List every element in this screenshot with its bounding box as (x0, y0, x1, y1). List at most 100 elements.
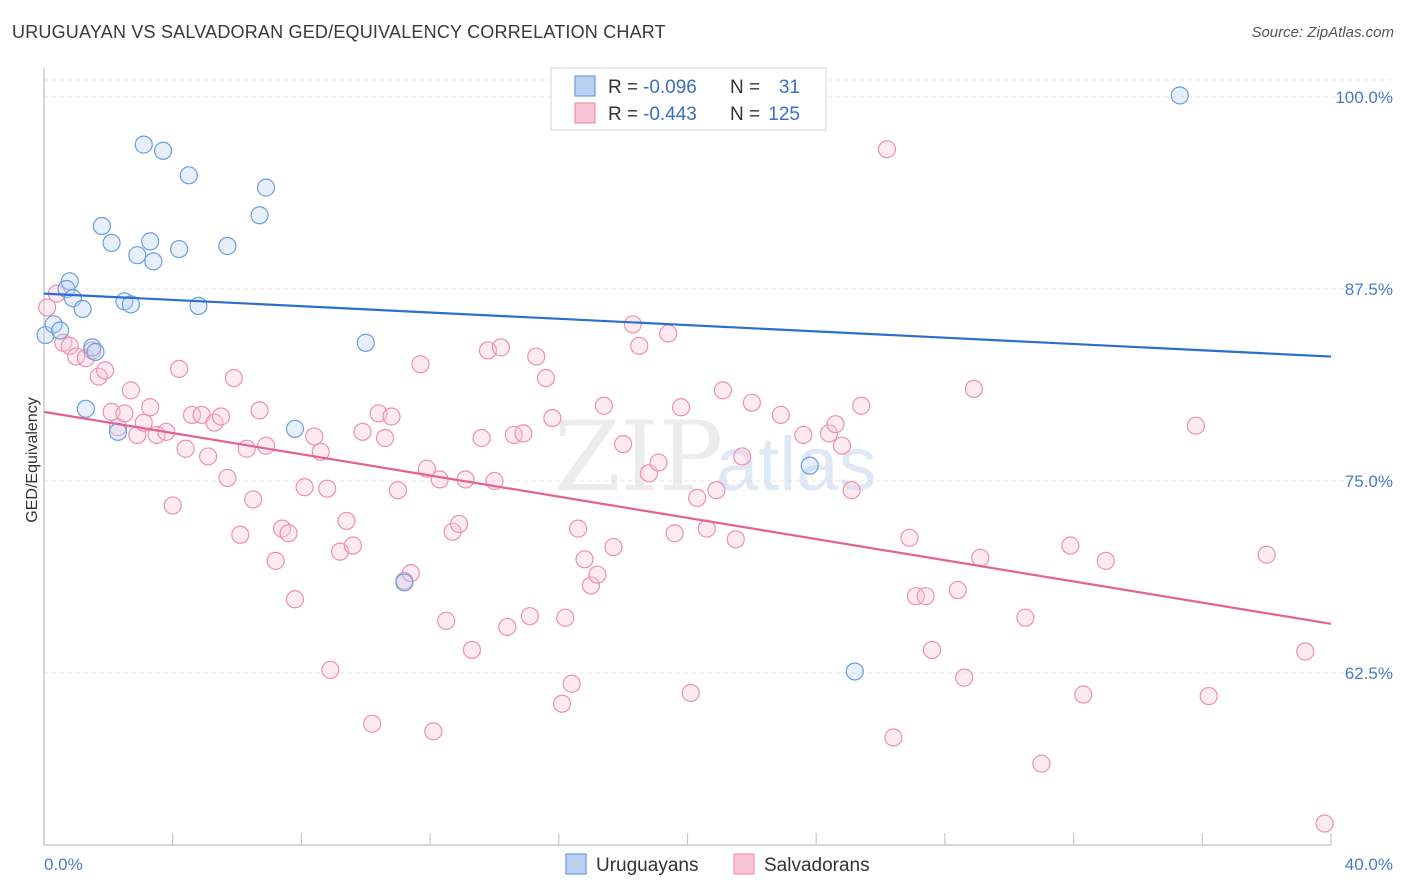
legend-swatch-uruguayans (574, 75, 596, 97)
data-point (1061, 536, 1080, 555)
data-point (417, 459, 436, 478)
data-point (671, 398, 691, 417)
legend-swatch-salvadorans (574, 102, 596, 124)
data-point (916, 587, 935, 606)
data-point (707, 481, 726, 500)
data-point (388, 481, 408, 500)
legend-r-label-1: R = (608, 77, 638, 98)
data-point (356, 333, 375, 352)
grid-lines (44, 79, 1391, 674)
y-axis-title: GED/Equivalency (24, 397, 41, 522)
data-point (594, 396, 613, 415)
uruguayans-points (36, 86, 1189, 681)
legend-n-label-1: N = (730, 77, 760, 98)
data-point (462, 640, 482, 660)
data-point (375, 428, 395, 448)
data-point (57, 279, 76, 299)
data-point (256, 436, 276, 455)
data-point (491, 338, 510, 357)
data-point (733, 447, 752, 466)
bottom-legend-uruguayans: Uruguayans (596, 855, 698, 876)
data-point (218, 236, 237, 256)
y-tick-label: 100.0% (1335, 88, 1393, 107)
legend-n-value-2: 125 (768, 104, 800, 125)
data-point (224, 368, 243, 388)
data-point (170, 239, 189, 259)
data-point (144, 252, 163, 271)
data-point (449, 514, 469, 534)
data-point (726, 530, 745, 549)
legend-n-label-2: N = (730, 104, 760, 125)
data-point (38, 298, 57, 317)
y-tick-label: 62.5% (1345, 664, 1393, 683)
x-tick-labels: 0.0% 40.0% (44, 855, 1393, 874)
data-point (179, 166, 198, 185)
data-point (562, 674, 581, 693)
watermark-zip: ZIP (554, 401, 723, 513)
uruguayans-trend-line (43, 292, 1332, 358)
correlation-legend: R = -0.096 N = 31 R = -0.443 N = 125 (550, 67, 827, 131)
data-point (1296, 642, 1315, 661)
data-point (623, 315, 642, 334)
data-point (231, 525, 250, 544)
data-point (681, 683, 700, 703)
y-tick-labels: 100.0% 87.5% 75.0% 62.5% (1335, 88, 1393, 683)
data-point (832, 436, 852, 455)
legend-box (550, 67, 827, 131)
data-point (922, 640, 942, 660)
data-point (1032, 754, 1051, 773)
data-point (971, 548, 990, 567)
data-point (964, 379, 983, 398)
data-point (170, 359, 189, 378)
data-point (141, 232, 160, 251)
data-point (424, 722, 443, 741)
data-point (343, 536, 362, 555)
data-point (552, 694, 572, 713)
legend-r-label-2: R = (608, 104, 638, 125)
x-ticks (43, 833, 1332, 845)
data-point (337, 511, 356, 531)
data-point (353, 422, 372, 441)
bottom-swatch-uruguayans (565, 853, 587, 875)
data-point (395, 573, 414, 592)
data-point (884, 728, 903, 747)
data-point (115, 404, 134, 423)
data-point (121, 295, 140, 314)
data-point (604, 537, 623, 557)
data-point (842, 481, 861, 500)
data-point (1096, 551, 1115, 570)
data-point (285, 419, 305, 438)
data-point (614, 435, 633, 454)
data-point (285, 590, 305, 609)
data-point (852, 396, 871, 415)
data-point (76, 399, 95, 418)
bottom-legend-salvadorans: Salvadorans (764, 855, 870, 876)
data-point (318, 479, 337, 498)
data-point (211, 407, 231, 426)
data-point (96, 361, 115, 380)
data-point (305, 427, 324, 446)
data-point (955, 668, 974, 687)
data-point (514, 424, 533, 443)
data-point (713, 381, 732, 400)
legend-r-value-1: -0.096 (643, 77, 697, 98)
data-point (1074, 685, 1093, 704)
data-point (1016, 608, 1035, 627)
data-point (411, 355, 430, 374)
data-point (128, 246, 147, 265)
data-point (575, 550, 594, 569)
data-point (163, 496, 182, 515)
salvadorans-trend-line (43, 410, 1332, 625)
data-point (742, 393, 761, 412)
data-point (1186, 416, 1205, 435)
data-point (569, 519, 588, 538)
data-point (665, 524, 684, 543)
data-point (60, 336, 79, 355)
data-point (182, 405, 202, 425)
data-point (430, 470, 449, 489)
chart-title: URUGUAYAN VS SALVADORAN GED/EQUIVALENCY … (12, 22, 666, 42)
data-point (86, 342, 105, 362)
data-point (771, 405, 790, 425)
data-point (659, 324, 678, 343)
